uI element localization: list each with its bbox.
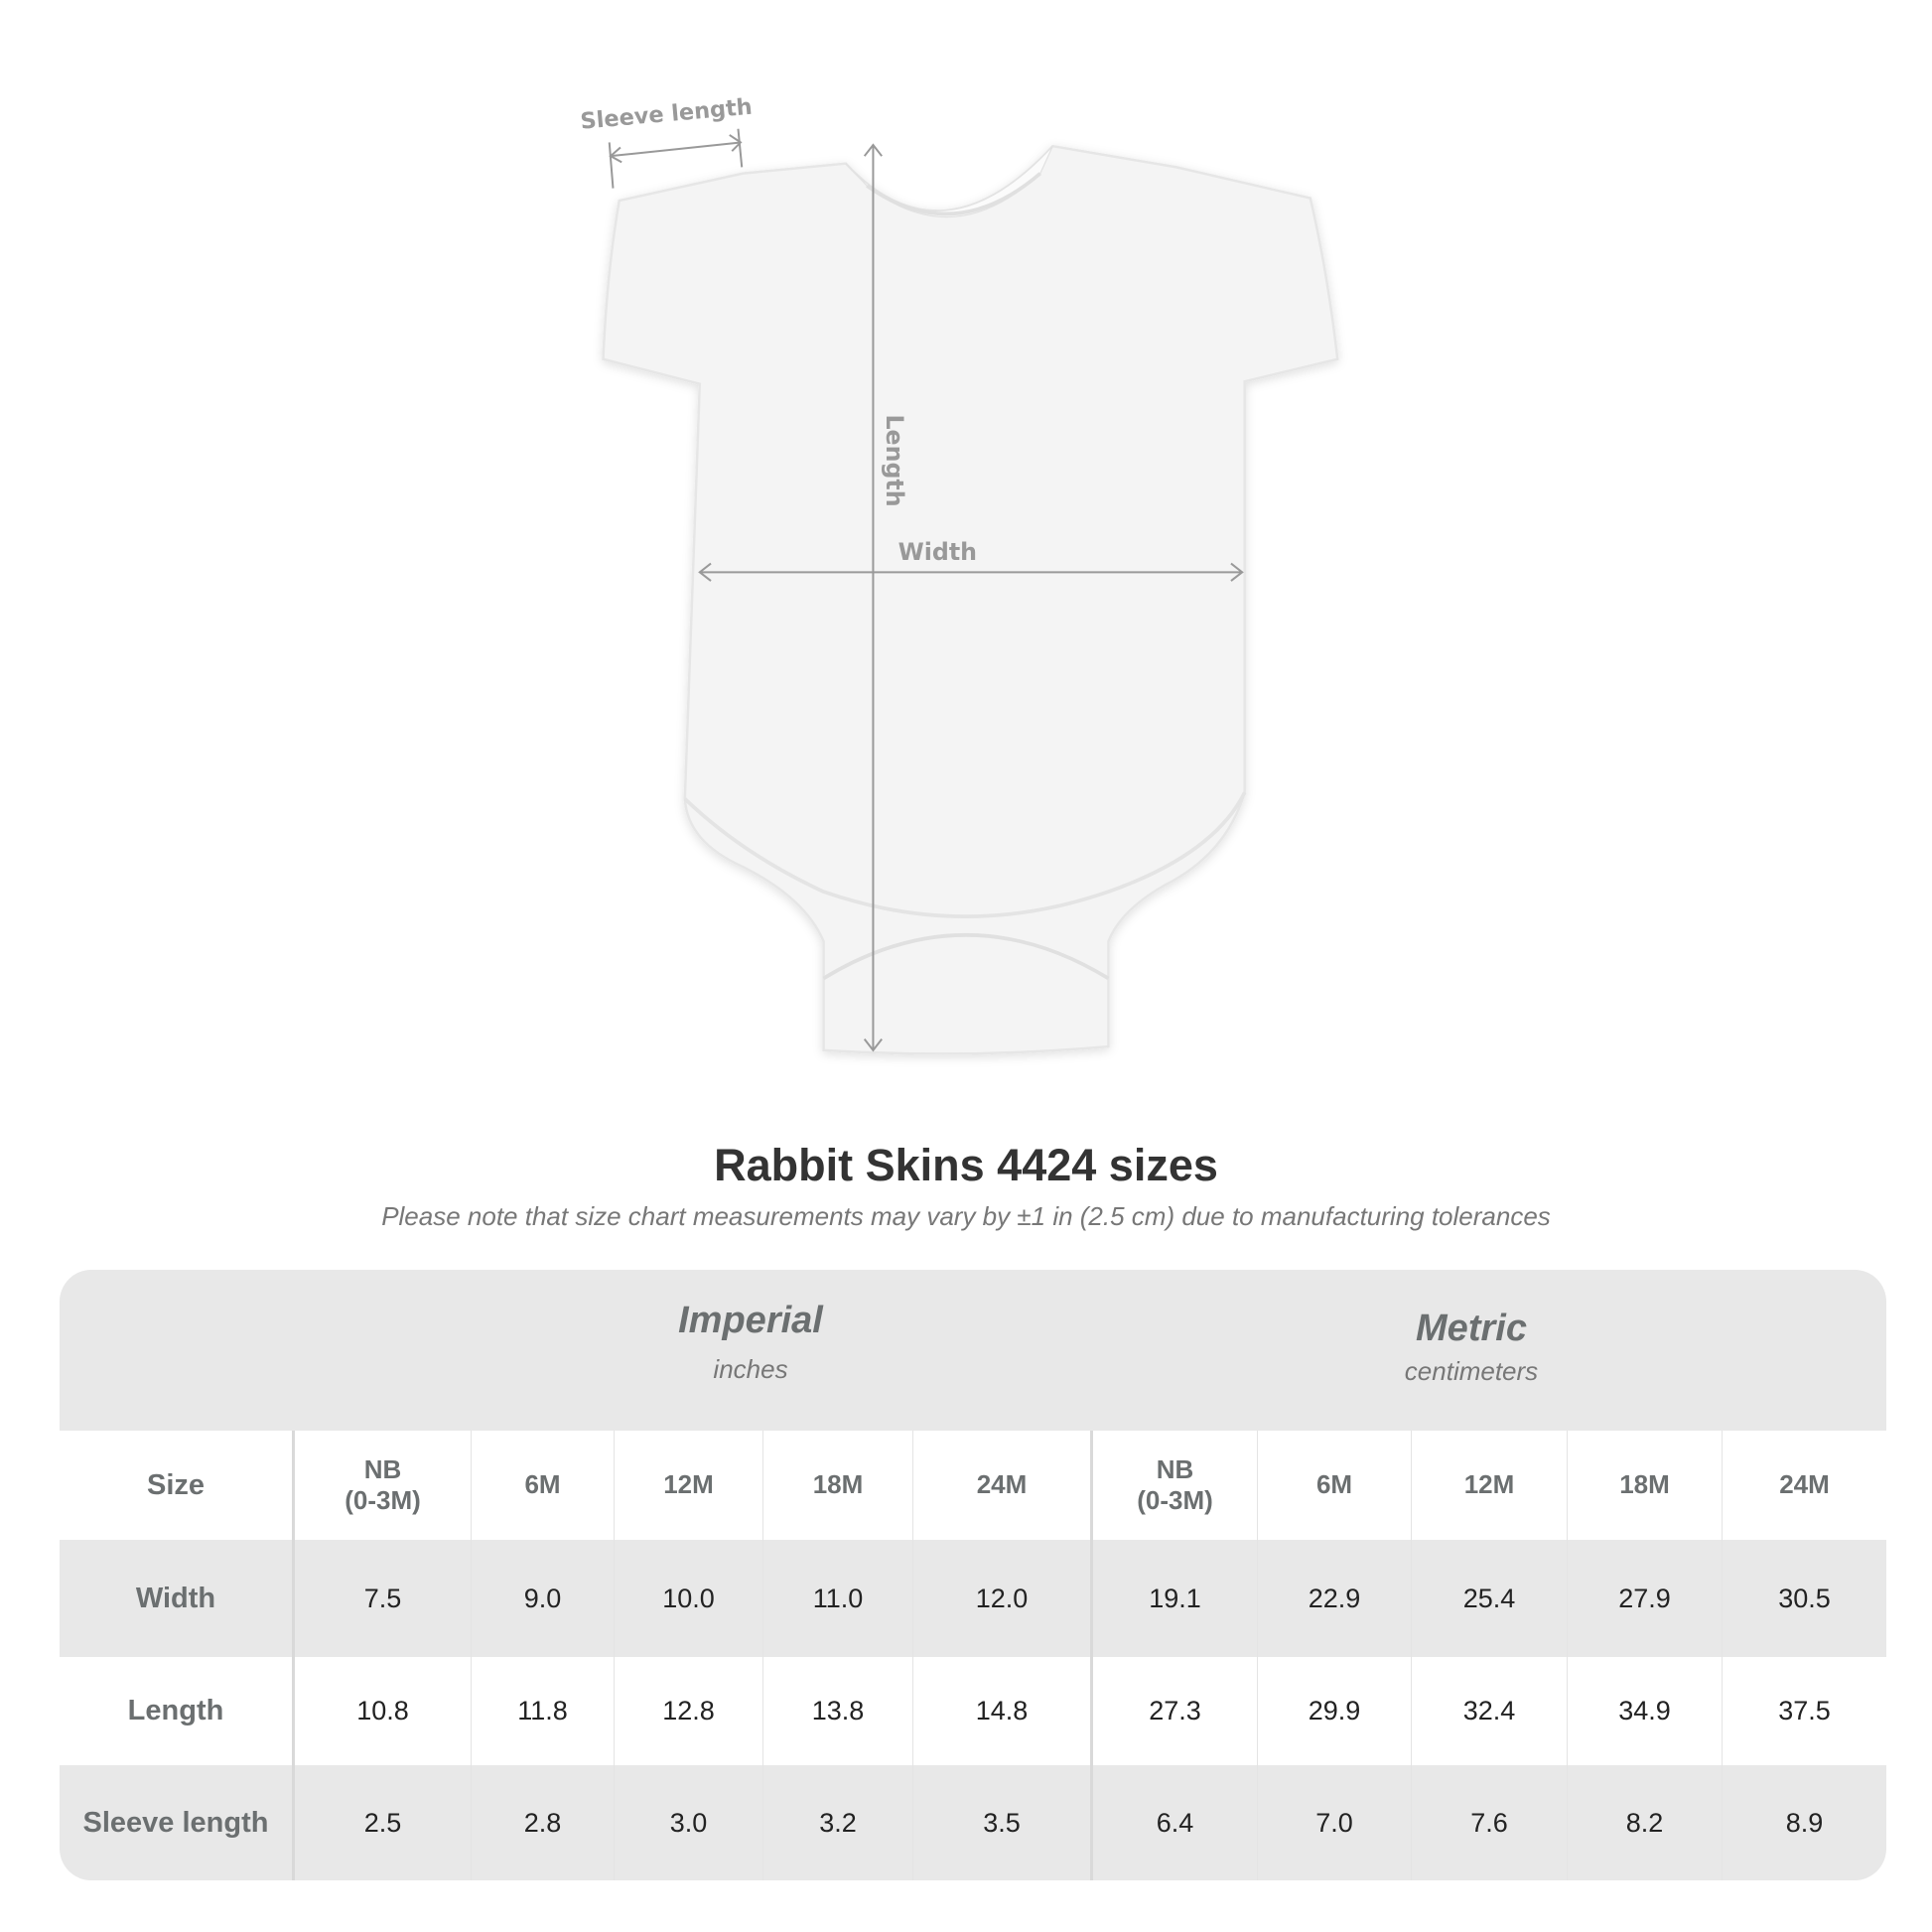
size-column-header: 6M — [471, 1431, 614, 1540]
table-cell: 7.0 — [1257, 1765, 1411, 1880]
table-cell: 12.8 — [614, 1657, 762, 1765]
size-column-header: 6M — [1257, 1431, 1411, 1540]
table-cell: 12.0 — [912, 1540, 1090, 1657]
table-cell: 7.6 — [1411, 1765, 1567, 1880]
table-cell: 27.3 — [1090, 1657, 1257, 1765]
table-cell: 8.2 — [1567, 1765, 1722, 1880]
size-table: Imperial inches Metric centimeters Size N… — [60, 1270, 1886, 1880]
row-label: Width — [135, 1582, 216, 1614]
table-cell: 11.8 — [471, 1657, 614, 1765]
table-header-band — [60, 1270, 1886, 1431]
measure-lines — [608, 128, 1244, 1052]
size-column-header: 24M — [1722, 1431, 1886, 1540]
size-header-label: Size — [146, 1468, 206, 1501]
onesie-image — [602, 144, 1339, 1055]
imperial-header: Imperial inches — [351, 1300, 1150, 1385]
row-label: Sleeve length — [82, 1806, 269, 1839]
size-column-header: NB (0-3M) — [1090, 1431, 1257, 1540]
tolerance-note: Please note that size chart measurements… — [381, 1201, 1551, 1231]
table-cell: 6.4 — [1090, 1765, 1257, 1880]
table-cell: 19.1 — [1090, 1540, 1257, 1657]
table-cell: 2.5 — [292, 1765, 471, 1880]
table-cell: 10.8 — [292, 1657, 471, 1765]
size-column-header: 24M — [912, 1431, 1090, 1540]
metric-header: Metric centimeters — [1150, 1308, 1793, 1387]
imperial-title: Imperial — [678, 1300, 823, 1341]
table-cell: 29.9 — [1257, 1657, 1411, 1765]
table-row — [60, 1540, 1886, 1657]
table-cell: 22.9 — [1257, 1540, 1411, 1657]
page-title: Rabbit Skins 4424 sizes — [714, 1140, 1218, 1190]
length-label: Length — [881, 414, 908, 506]
size-column-header: 18M — [1567, 1431, 1722, 1540]
size-column-header: 12M — [1411, 1431, 1567, 1540]
table-cell: 13.8 — [762, 1657, 912, 1765]
table-cell: 10.0 — [614, 1540, 762, 1657]
table-cell: 7.5 — [292, 1540, 471, 1657]
table-cell: 34.9 — [1567, 1657, 1722, 1765]
metric-title: Metric — [1416, 1308, 1527, 1349]
imperial-unit: inches — [713, 1354, 788, 1384]
sleeve-arrow — [610, 141, 742, 158]
size-column-header: NB (0-3M) — [292, 1431, 471, 1540]
table-cell: 14.8 — [912, 1657, 1090, 1765]
table-cell: 37.5 — [1722, 1657, 1886, 1765]
table-cell: 9.0 — [471, 1540, 614, 1657]
table-cell: 3.5 — [912, 1765, 1090, 1880]
table-cell: 3.2 — [762, 1765, 912, 1880]
sleeve-length-label: Sleeve length — [580, 94, 754, 135]
size-column-header: 12M — [614, 1431, 762, 1540]
table-cell: 25.4 — [1411, 1540, 1567, 1657]
table-cell: 8.9 — [1722, 1765, 1886, 1880]
table-cell: 11.0 — [762, 1540, 912, 1657]
row-label: Length — [127, 1695, 224, 1727]
table-cell: 27.9 — [1567, 1540, 1722, 1657]
table-cell: 3.0 — [614, 1765, 762, 1880]
table-cell: 2.8 — [471, 1765, 614, 1880]
width-label: Width — [898, 538, 977, 566]
table-cell: 32.4 — [1411, 1657, 1567, 1765]
table-row — [60, 1765, 1886, 1880]
metric-unit: centimeters — [1404, 1356, 1539, 1386]
table-cell: 30.5 — [1722, 1540, 1886, 1657]
size-column-header: 18M — [762, 1431, 912, 1540]
